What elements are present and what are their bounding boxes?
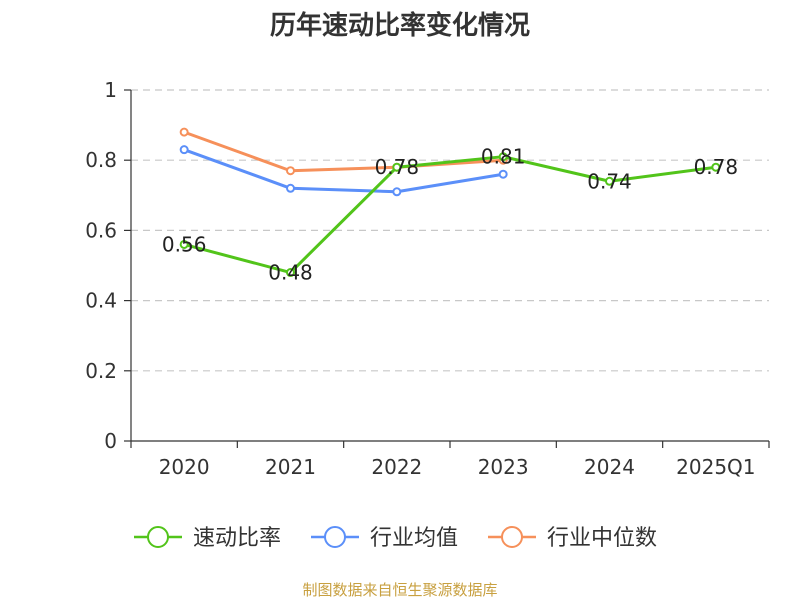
x-ticks: 2020 2021 2022 2023 2024 2025Q1 <box>130 441 770 479</box>
data-point-quick-ratio[interactable] <box>605 176 614 186</box>
data-labels: 0.56 0.48 0.78 0.81 0.74 0.78 <box>162 145 738 285</box>
y-tick-label: 0.6 <box>85 218 117 242</box>
legend-label-industry-mean: 行业均值 <box>370 526 458 551</box>
data-label: 0.81 <box>481 145 526 169</box>
data-point-industry-mean[interactable] <box>498 169 508 179</box>
data-point-quick-ratio[interactable] <box>498 152 508 162</box>
data-point-quick-ratio[interactable] <box>179 239 189 249</box>
x-tick-label: 2021 <box>265 455 316 479</box>
series-line-industry-mean <box>183 148 504 194</box>
data-label: 0.78 <box>375 155 420 179</box>
data-point-industry-mean[interactable] <box>392 187 402 197</box>
axes <box>130 90 769 442</box>
y-tick-label: 0.2 <box>85 359 117 383</box>
y-tick-label: 1 <box>104 78 117 102</box>
legend-marker-industry-mean <box>324 526 346 548</box>
y-tick-label: 0 <box>104 429 117 453</box>
data-point-industry-mean[interactable] <box>286 183 295 193</box>
y-tick-label: 0.4 <box>85 289 117 313</box>
legend-label-industry-median: 行业中位数 <box>547 526 657 551</box>
series-line-quick-ratio <box>183 155 717 275</box>
data-point-industry-median[interactable] <box>179 127 189 137</box>
legend-item-industry-mean[interactable]: 行业均值 <box>311 526 458 551</box>
series-line-industry-median <box>183 130 504 173</box>
chart-title: 历年速动比率变化情况 <box>270 10 530 41</box>
legend-item-quick-ratio[interactable]: 速动比率 <box>134 526 281 551</box>
y-tick-label: 0.8 <box>85 148 117 172</box>
data-point-quick-ratio[interactable] <box>286 268 295 278</box>
x-tick-label: 2024 <box>584 455 635 479</box>
y-ticks: 0 0.2 0.4 0.6 0.8 1 <box>85 78 131 453</box>
data-label: 0.56 <box>162 232 207 256</box>
data-point-industry-mean[interactable] <box>179 145 189 155</box>
x-tick-label: 2020 <box>159 455 210 479</box>
x-tick-label: 2023 <box>478 455 529 479</box>
data-point-industry-median[interactable] <box>286 166 295 176</box>
grid-lines <box>131 89 769 372</box>
data-point-quick-ratio[interactable] <box>392 162 402 172</box>
legend-marker-quick-ratio <box>147 526 169 548</box>
data-label: 0.48 <box>268 261 313 285</box>
series <box>179 127 721 278</box>
legend: 速动比率 行业均值 行业中位数 <box>134 526 657 551</box>
data-label: 0.78 <box>694 155 739 179</box>
x-tick-label: 2025Q1 <box>676 455 755 479</box>
legend-marker-industry-median <box>501 526 523 548</box>
source-note: 制图数据来自恒生聚源数据库 <box>302 581 497 599</box>
legend-label-quick-ratio: 速动比率 <box>193 526 281 551</box>
x-tick-label: 2022 <box>371 455 422 479</box>
data-label: 0.74 <box>587 169 632 193</box>
legend-item-industry-median[interactable]: 行业中位数 <box>488 526 657 551</box>
data-point-quick-ratio[interactable] <box>711 162 721 172</box>
